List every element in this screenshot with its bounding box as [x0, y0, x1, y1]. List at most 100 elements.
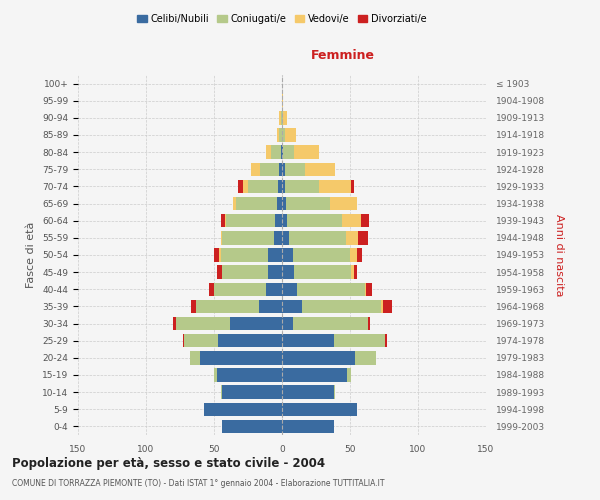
Bar — [294, 266, 352, 279]
Bar — [381, 300, 383, 313]
Bar — [222, 266, 268, 279]
Bar — [217, 368, 282, 382]
Y-axis label: Fasce di età: Fasce di età — [26, 222, 37, 288]
Bar — [293, 248, 350, 262]
Bar — [361, 214, 369, 228]
Bar — [282, 386, 334, 399]
Bar — [287, 214, 342, 228]
Bar — [297, 282, 365, 296]
Bar — [191, 300, 196, 313]
Bar — [200, 351, 282, 364]
Bar — [209, 282, 214, 296]
Bar — [302, 300, 381, 313]
Bar — [285, 162, 305, 176]
Bar — [283, 111, 287, 124]
Bar — [251, 162, 260, 176]
Bar — [319, 180, 352, 193]
Bar — [238, 180, 242, 193]
Bar — [221, 231, 222, 244]
Bar — [289, 231, 346, 244]
Bar — [282, 146, 283, 159]
Bar — [358, 231, 368, 244]
Bar — [222, 386, 282, 399]
Bar — [285, 180, 319, 193]
Bar — [173, 317, 176, 330]
Bar — [281, 111, 282, 124]
Bar — [282, 94, 283, 108]
Bar — [230, 317, 282, 330]
Bar — [282, 402, 357, 416]
Bar — [286, 197, 329, 210]
Bar — [279, 111, 281, 124]
Bar — [259, 300, 282, 313]
Bar — [196, 300, 259, 313]
Bar — [352, 266, 354, 279]
Bar — [282, 282, 297, 296]
Bar — [383, 300, 392, 313]
Bar — [293, 317, 368, 330]
Bar — [277, 197, 282, 210]
Bar — [278, 180, 282, 193]
Bar — [274, 231, 282, 244]
Bar — [282, 300, 302, 313]
Bar — [282, 111, 283, 124]
Bar — [214, 368, 217, 382]
Bar — [342, 214, 361, 228]
Bar — [266, 146, 271, 159]
Bar — [222, 420, 282, 433]
Bar — [282, 214, 287, 228]
Bar — [266, 282, 282, 296]
Bar — [268, 266, 282, 279]
Bar — [357, 248, 362, 262]
Bar — [334, 334, 385, 347]
Bar — [242, 180, 248, 193]
Bar — [205, 402, 282, 416]
Bar — [218, 334, 282, 347]
Bar — [183, 334, 184, 347]
Bar — [294, 146, 319, 159]
Text: Femmine: Femmine — [311, 50, 375, 62]
Bar — [225, 214, 226, 228]
Bar — [214, 282, 266, 296]
Bar — [190, 351, 200, 364]
Bar — [329, 197, 357, 210]
Bar — [282, 231, 289, 244]
Bar — [282, 266, 294, 279]
Bar — [214, 248, 220, 262]
Legend: Celibi/Nubili, Coniugati/e, Vedovi/e, Divorziati/e: Celibi/Nubili, Coniugati/e, Vedovi/e, Di… — [133, 10, 431, 28]
Bar — [279, 162, 282, 176]
Bar — [282, 317, 293, 330]
Bar — [355, 351, 376, 364]
Bar — [226, 214, 275, 228]
Bar — [352, 180, 354, 193]
Bar — [367, 282, 372, 296]
Text: Popolazione per età, sesso e stato civile - 2004: Popolazione per età, sesso e stato civil… — [12, 458, 325, 470]
Bar — [277, 128, 279, 141]
Bar — [236, 197, 277, 210]
Bar — [248, 180, 278, 193]
Bar — [279, 128, 282, 141]
Text: COMUNE DI TORRAZZA PIEMONTE (TO) - Dati ISTAT 1° gennaio 2004 - Elaborazione TUT: COMUNE DI TORRAZZA PIEMONTE (TO) - Dati … — [12, 479, 385, 488]
Bar — [305, 162, 335, 176]
Bar — [260, 162, 279, 176]
Bar — [221, 214, 225, 228]
Bar — [282, 162, 285, 176]
Bar — [334, 386, 335, 399]
Bar — [268, 248, 282, 262]
Bar — [282, 128, 285, 141]
Bar — [271, 146, 281, 159]
Bar — [350, 248, 357, 262]
Bar — [222, 231, 274, 244]
Bar — [282, 197, 286, 210]
Bar — [217, 266, 222, 279]
Bar — [354, 266, 357, 279]
Bar — [282, 368, 347, 382]
Bar — [365, 282, 367, 296]
Bar — [285, 128, 296, 141]
Bar — [368, 317, 370, 330]
Bar — [281, 146, 282, 159]
Bar — [282, 180, 285, 193]
Bar — [385, 334, 387, 347]
Bar — [282, 351, 355, 364]
Bar — [233, 197, 236, 210]
